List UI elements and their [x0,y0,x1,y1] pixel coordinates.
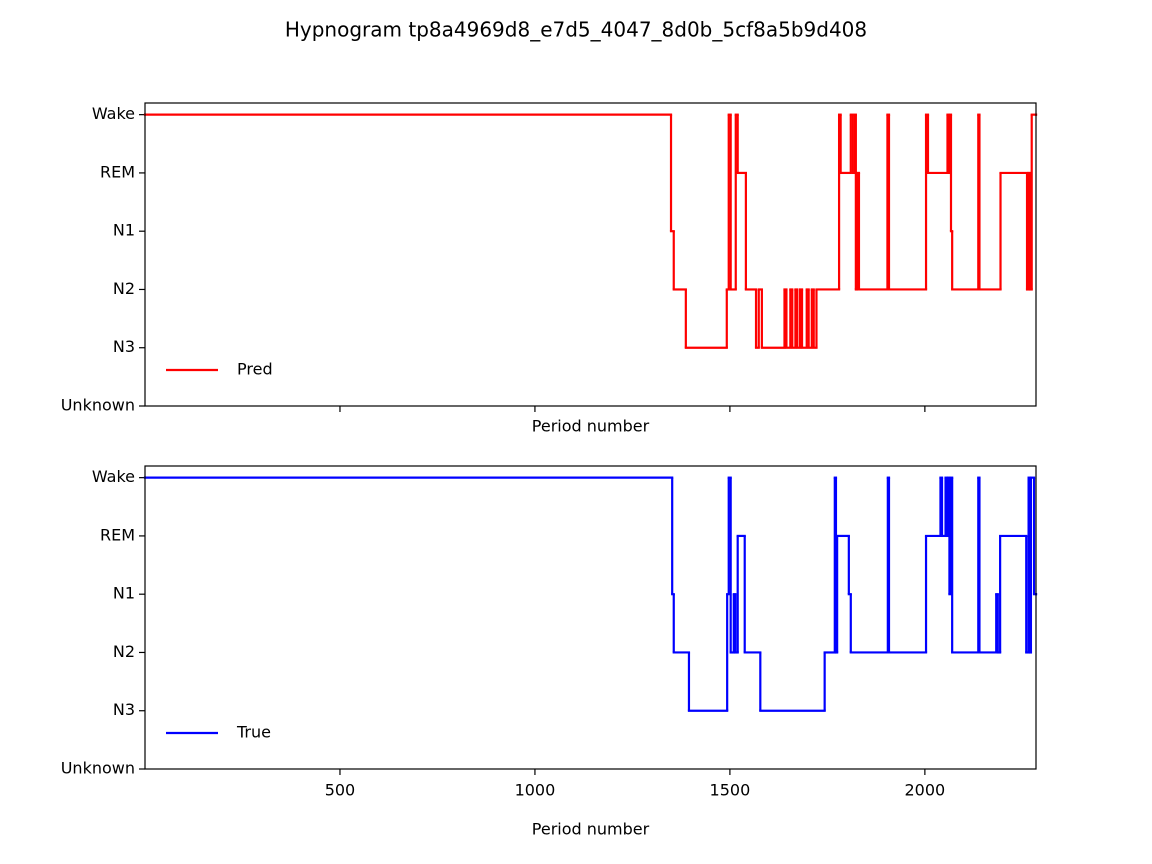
y-tick-label: N3 [113,700,135,719]
x-tick-label: 500 [325,781,356,800]
y-tick-label: N1 [113,221,135,240]
y-tick-label: REM [100,525,135,544]
y-tick-label: REM [100,162,135,181]
figure-title: Hypnogram tp8a4969d8_e7d5_4047_8d0b_5cf8… [285,18,867,42]
x-tick-label: 1000 [515,781,556,800]
y-tick-label: N2 [113,279,135,298]
step-line [143,476,1038,712]
x-axis-label: Period number [532,820,650,839]
plot-frame [144,465,1037,770]
y-tick-label: Wake [92,467,135,486]
legend-label: Pred [237,360,273,379]
x-axis-label: Period number [532,417,650,436]
y-tick-label: Unknown [61,759,135,778]
plot-frame [144,102,1037,407]
step-line [143,113,1038,349]
y-tick-label: N1 [113,584,135,603]
x-tick-label: 1500 [710,781,751,800]
x-tick-label: 2000 [905,781,946,800]
y-tick-label: Wake [92,104,135,123]
y-tick-label: Unknown [61,396,135,415]
y-tick-label: N2 [113,642,135,661]
legend-label: True [236,723,271,742]
y-tick-label: N3 [113,337,135,356]
